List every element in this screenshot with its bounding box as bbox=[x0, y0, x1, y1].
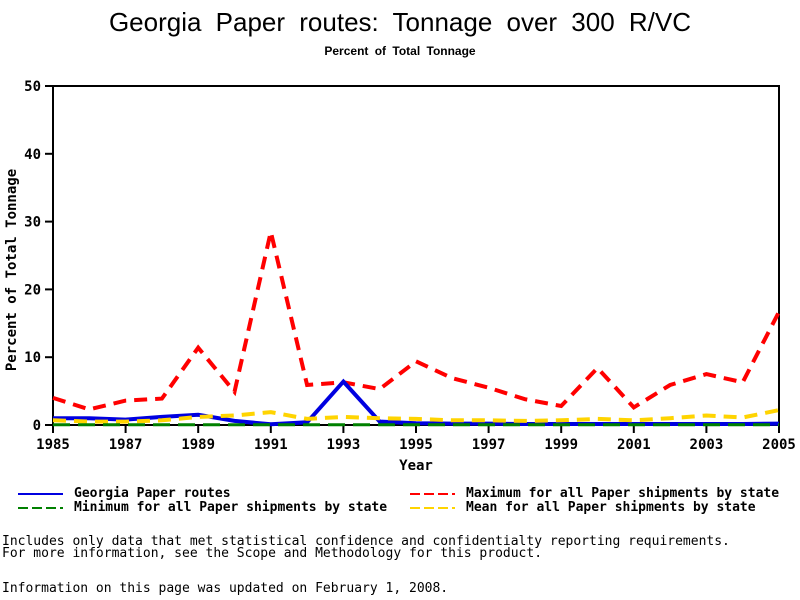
plot-frame bbox=[52, 85, 780, 426]
maximum-line-swatch bbox=[410, 492, 455, 495]
y-axis-ticks: 0 10 20 30 40 50 bbox=[24, 79, 53, 434]
y-tick-label: 40 bbox=[24, 147, 41, 163]
x-tick-label: 1987 bbox=[109, 437, 143, 453]
footnote-more-information: For more information, see the Scope and … bbox=[2, 546, 543, 561]
line-chart: Georgia Paper routes: Tonnage over 300 R… bbox=[4, 7, 796, 474]
series-line-3 bbox=[52, 408, 780, 424]
data-series-lines bbox=[52, 231, 781, 427]
x-axis-label: Year bbox=[399, 458, 433, 474]
legend-item-georgia: Georgia Paper routes bbox=[18, 486, 231, 501]
y-tick-label: 0 bbox=[33, 418, 41, 434]
y-tick-label: 30 bbox=[24, 215, 41, 231]
y-axis-label: Percent of Total Tonnage bbox=[4, 169, 20, 371]
legend-item-mean: Mean for all Paper shipments by state bbox=[410, 500, 756, 515]
legend-label: Minimum for all Paper shipments by state bbox=[74, 500, 388, 515]
y-tick-label: 10 bbox=[24, 350, 41, 366]
x-tick-label: 1995 bbox=[399, 437, 433, 453]
x-tick-label: 1999 bbox=[544, 437, 578, 453]
mean-line-swatch bbox=[410, 506, 455, 509]
x-tick-label: 1991 bbox=[254, 437, 288, 453]
legend-label: Mean for all Paper shipments by state bbox=[466, 500, 756, 515]
x-tick-label: 1993 bbox=[327, 437, 361, 453]
x-tick-label: 2005 bbox=[762, 437, 796, 453]
legend-item-minimum: Minimum for all Paper shipments by state bbox=[18, 500, 388, 515]
footnote-confidentiality: Includes only data that met statistical … bbox=[2, 534, 730, 549]
georgia-line-swatch bbox=[18, 492, 63, 495]
chart-title: Georgia Paper routes: Tonnage over 300 R… bbox=[109, 7, 691, 37]
y-tick-label: 50 bbox=[24, 79, 41, 95]
x-tick-label: 1989 bbox=[181, 437, 215, 453]
x-tick-label: 2001 bbox=[617, 437, 651, 453]
legend-item-maximum: Maximum for all Paper shipments by state bbox=[410, 486, 780, 501]
chart-subtitle: Percent of Total Tonnage bbox=[324, 44, 476, 58]
footnote-updated-date: Information on this page was updated on … bbox=[2, 581, 449, 596]
x-axis-ticks: 1985 1987 1989 1991 1993 1995 1997 1999 2001 2003… bbox=[36, 425, 796, 453]
y-tick-label: 20 bbox=[24, 282, 41, 298]
legend-label: Georgia Paper routes bbox=[74, 486, 231, 501]
minimum-line-swatch bbox=[18, 506, 63, 509]
x-tick-label: 1997 bbox=[472, 437, 506, 453]
x-tick-label: 2003 bbox=[690, 437, 724, 453]
x-tick-label: 1985 bbox=[36, 437, 70, 453]
series-line-1 bbox=[52, 231, 781, 412]
legend-label: Maximum for all Paper shipments by state bbox=[466, 486, 780, 501]
